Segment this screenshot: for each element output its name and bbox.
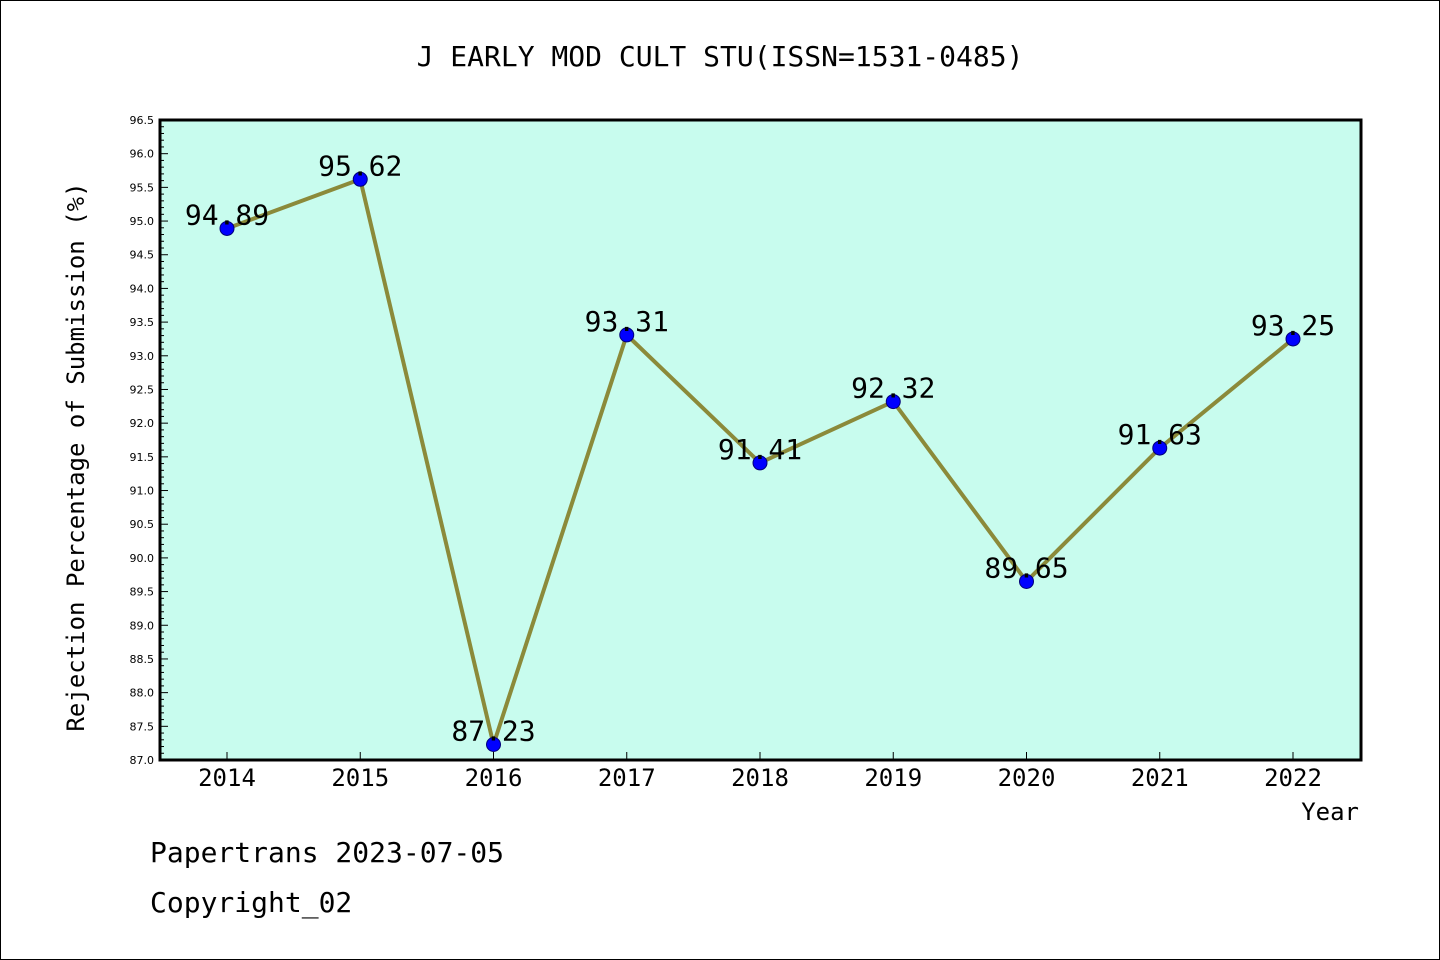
x-tick-label: 2018 <box>731 764 789 792</box>
data-label: 91.63 <box>1118 418 1202 451</box>
y-tick-label: 95.5 <box>130 181 155 194</box>
x-tick-label: 2019 <box>864 764 922 792</box>
x-tick-label: 2021 <box>1131 764 1189 792</box>
y-tick-label: 88.5 <box>130 653 155 666</box>
y-tick-label: 92.0 <box>130 417 155 430</box>
data-label: 95.62 <box>318 149 402 182</box>
x-tick-label: 2015 <box>331 764 389 792</box>
data-point <box>1285 331 1301 347</box>
y-tick-label: 91.0 <box>130 485 155 498</box>
data-label: 93.31 <box>585 305 669 338</box>
data-point <box>219 220 235 236</box>
data-point <box>486 737 501 753</box>
data-label: 93.25 <box>1251 309 1335 342</box>
chart-title: J EARLY MOD CULT STU(ISSN=1531-0485) <box>417 40 1024 73</box>
y-tick-label: 87.5 <box>130 720 155 733</box>
data-point <box>1152 440 1168 456</box>
x-tick-label: 2016 <box>465 764 523 792</box>
y-tick-label: 96.5 <box>130 114 155 127</box>
y-axis-ticks: 87.0 87.5 88.0 88.5 89.0 89.5 90.0 90.5 91.0 91.5… <box>130 114 168 767</box>
y-tick-label: 95.0 <box>130 215 155 228</box>
y-tick-label: 90.0 <box>130 552 155 565</box>
y-tick-label: 89.0 <box>130 619 155 632</box>
plot-area <box>160 120 1361 760</box>
y-tick-label: 93.0 <box>130 350 155 363</box>
x-tick-label: 2022 <box>1264 764 1322 792</box>
y-tick-label: 92.5 <box>130 383 155 396</box>
y-tick-label: 96.0 <box>130 148 155 161</box>
footer-copyright: Copyright_02 <box>150 886 353 919</box>
plot-border <box>158 118 1363 762</box>
data-label: 87.23 <box>451 715 535 748</box>
data-point <box>752 455 768 471</box>
x-tick-label: 2014 <box>198 764 256 792</box>
footer-date: Papertrans 2023-07-05 <box>150 836 505 869</box>
data-label: 89.65 <box>984 551 1068 584</box>
y-axis-label: Rejection Percentage of Submission (%) <box>62 182 90 731</box>
data-labels: 94.89 95.62 87.23 93.31 91.41 92.32 89.65 91.63… <box>185 149 1335 747</box>
series-markers <box>219 171 1301 753</box>
data-point <box>1019 573 1034 589</box>
y-tick-label: 94.5 <box>130 249 155 262</box>
y-tick-label: 93.5 <box>130 316 155 329</box>
y-tick-label: 94.0 <box>130 282 155 295</box>
y-tick-label: 91.5 <box>130 451 155 464</box>
data-point <box>619 327 635 343</box>
y-tick-label: 88.0 <box>130 687 155 700</box>
y-tick-label: 87.0 <box>130 754 155 767</box>
y-tick-label: 89.5 <box>130 586 155 599</box>
x-axis-label: Year <box>1301 798 1359 826</box>
data-label: 91.41 <box>718 433 802 466</box>
data-point <box>352 171 368 187</box>
data-label: 94.89 <box>185 198 269 231</box>
x-tick-label: 2017 <box>598 764 656 792</box>
x-tick-label: 2020 <box>998 764 1056 792</box>
y-tick-label: 90.5 <box>130 518 155 531</box>
data-label: 92.32 <box>851 372 935 405</box>
data-point <box>885 394 901 410</box>
